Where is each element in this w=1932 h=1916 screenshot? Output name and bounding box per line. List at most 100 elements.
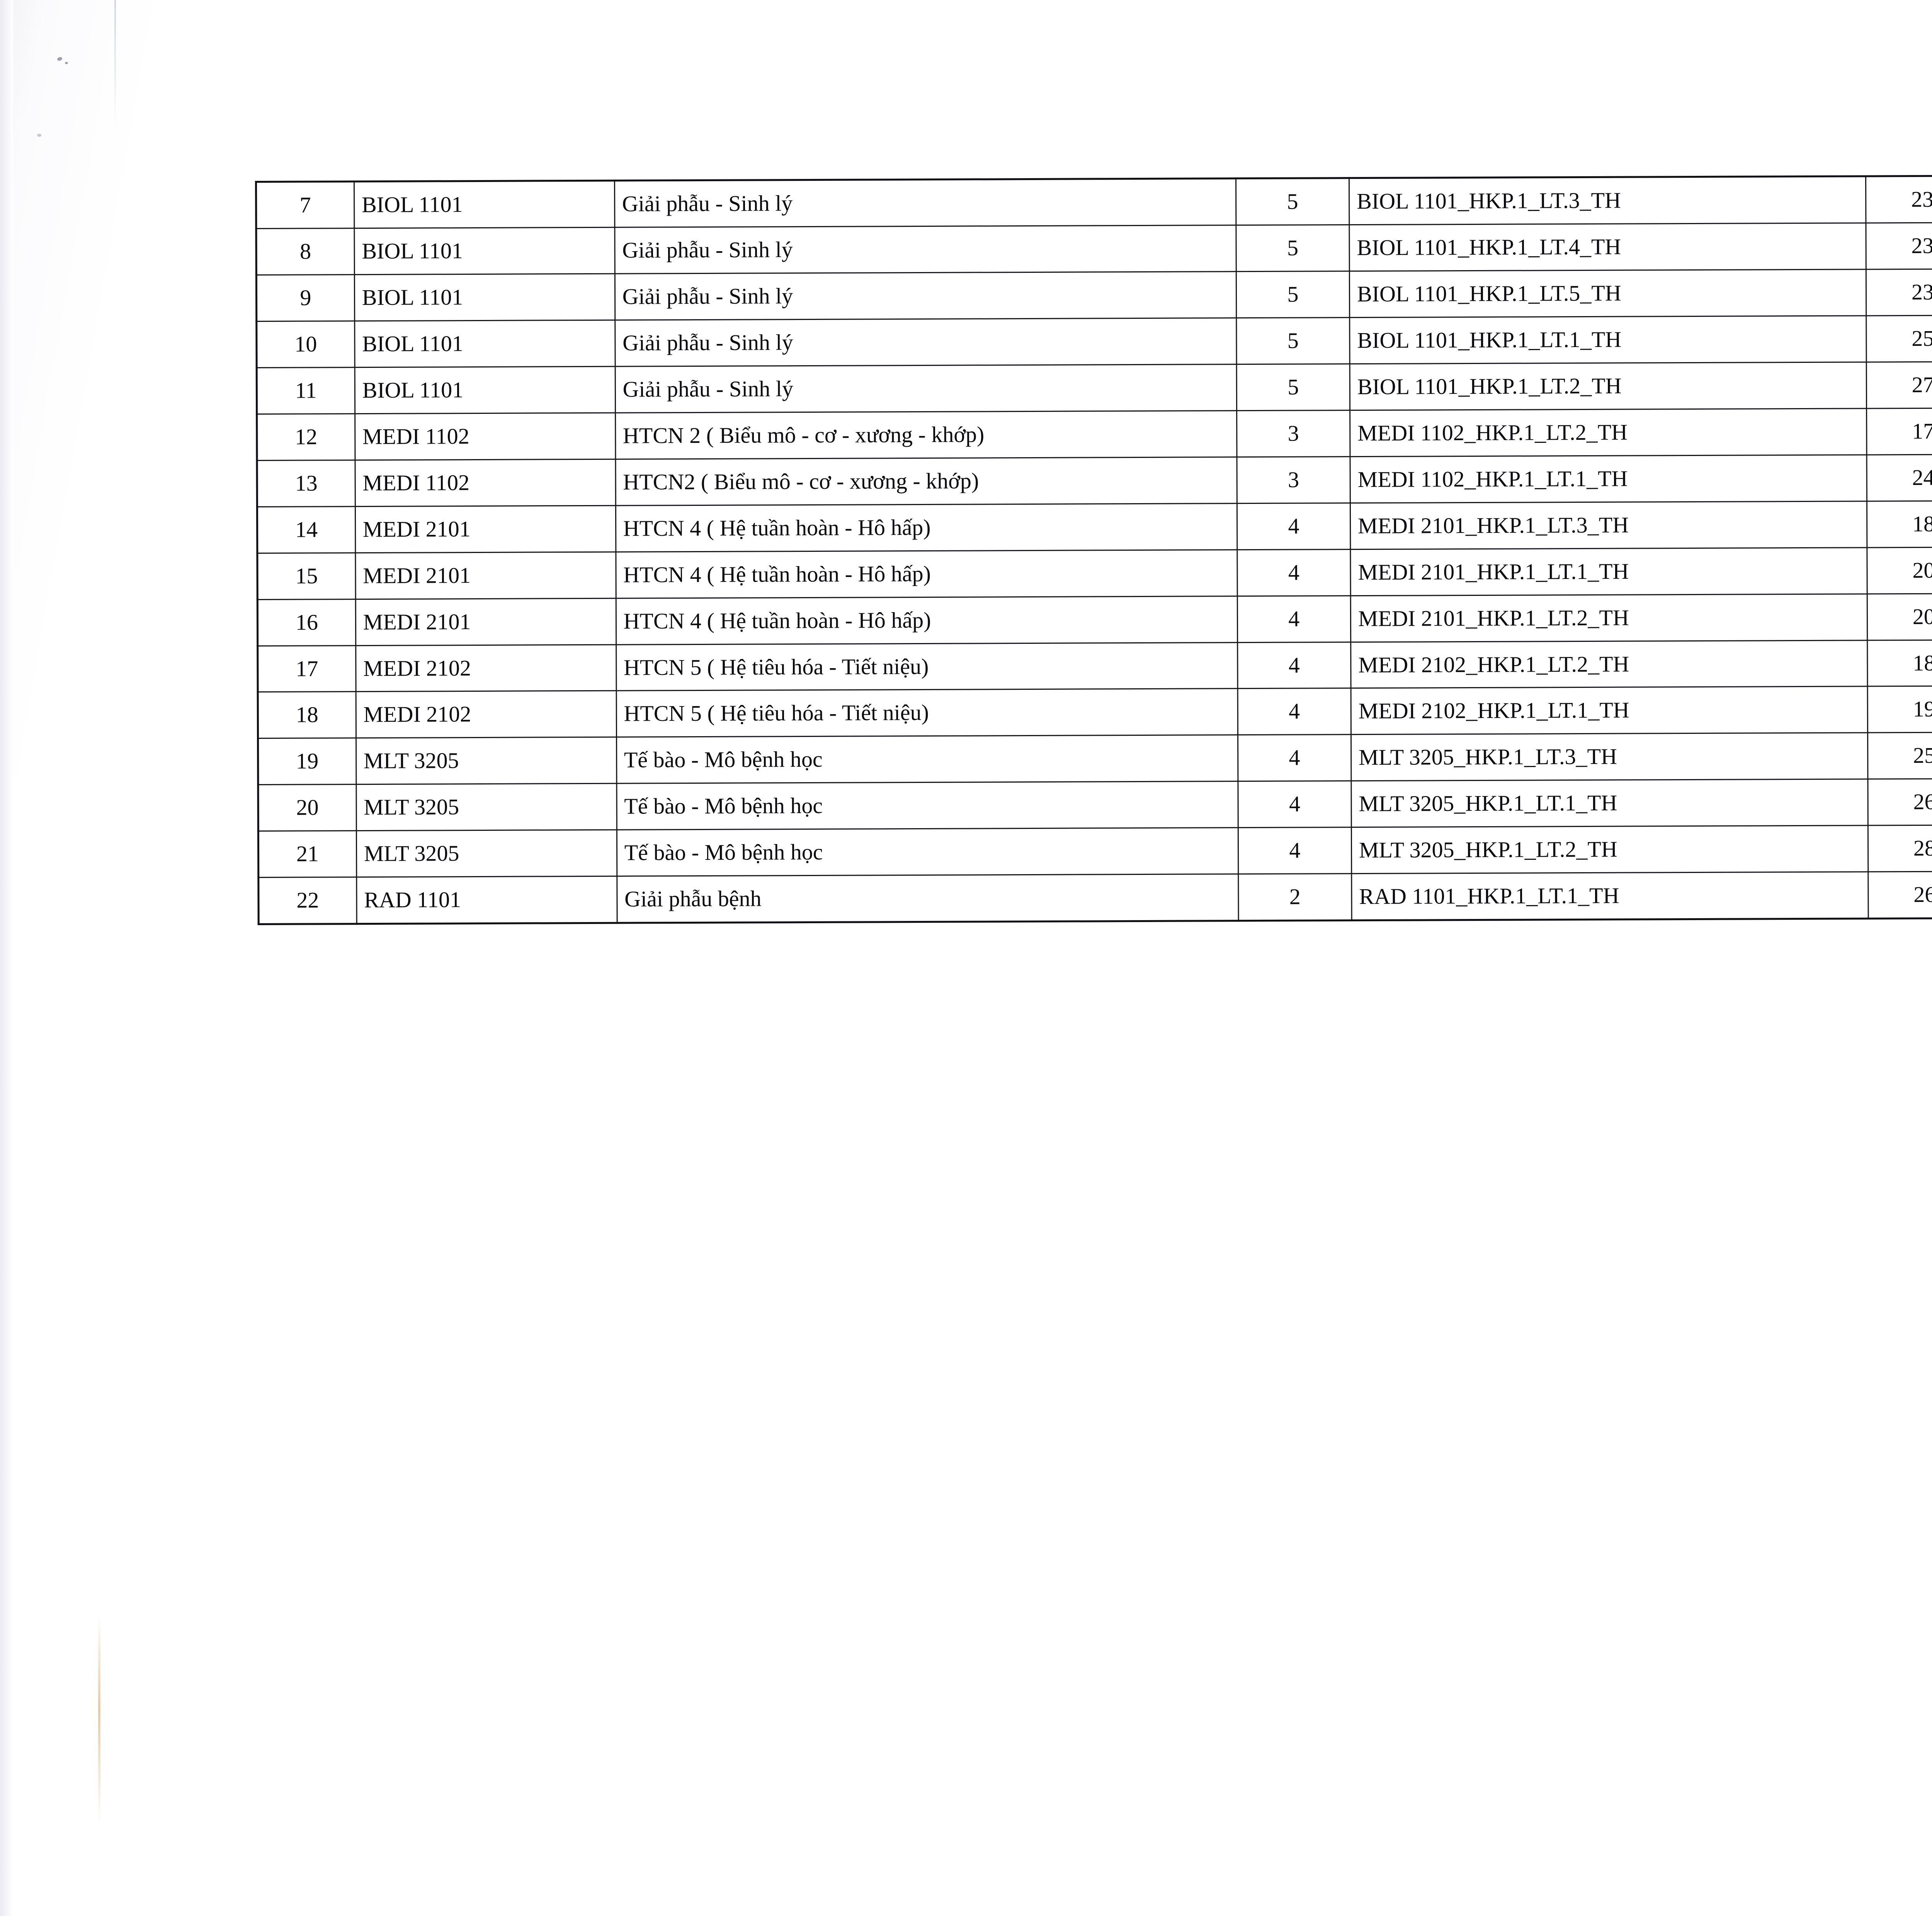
credits-cell: 4	[1238, 735, 1351, 782]
credits-cell: 4	[1237, 596, 1351, 643]
student-count-cell: 23	[1866, 269, 1932, 316]
course-code-cell: MLT 3205	[356, 783, 617, 831]
credits-cell: 4	[1237, 642, 1351, 689]
course-name-cell: Tế bào - Mô bệnh học	[617, 827, 1238, 876]
course-code-cell: MEDI 2102	[355, 691, 617, 738]
credits-cell: 2	[1238, 873, 1352, 921]
section-code-cell: BIOL 1101_HKP.1_LT.5_TH	[1349, 269, 1866, 318]
table-row: 20 MLT 3205 Tế bào - Mô bệnh học 4 MLT 3205_…	[258, 776, 1932, 831]
course-code-cell: MEDI 2101	[355, 598, 616, 646]
course-name-cell: HTCN2 ( Biểu mô - cơ - xương - khớp)	[615, 457, 1237, 505]
schedule-table-body: 7 BIOL 1101 Giải phẫu - Sinh lý 5 BIOL 1101_…	[256, 174, 1932, 924]
scan-warm-streak	[98, 1615, 100, 1824]
course-code-cell: MLT 3205	[356, 830, 617, 877]
section-code-cell: BIOL 1101_HKP.1_LT.2_TH	[1350, 362, 1867, 410]
table-row: 8 BIOL 1101 Giải phẫu - Sinh lý 5 BIOL 1101_…	[256, 220, 1932, 275]
student-count-cell: 20	[1867, 547, 1932, 594]
row-index-cell: 12	[257, 413, 355, 461]
section-code-cell: MLT 3205_HKP.1_LT.2_TH	[1351, 825, 1868, 874]
table-row: 11 BIOL 1101 Giải phẫu - Sinh lý 5 BIOL 1101…	[257, 359, 1932, 414]
course-name-cell: Giải phẫu - Sinh lý	[615, 271, 1236, 320]
course-code-cell: MLT 3205	[356, 737, 617, 784]
section-code-cell: RAD 1101_HKP.1_LT.1_TH	[1351, 872, 1868, 921]
section-code-cell: MEDI 2101_HKP.1_LT.2_TH	[1350, 594, 1867, 642]
row-index-cell: 8	[256, 228, 355, 275]
credits-cell: 4	[1238, 827, 1352, 874]
row-index-cell: 9	[256, 274, 355, 322]
course-code-cell: BIOL 1101	[354, 227, 615, 275]
scan-fold-line	[114, 0, 116, 128]
table-row: 22 RAD 1101 Giải phẫu bệnh 2 RAD 1101_HKP.1_…	[258, 869, 1932, 924]
course-code-cell: BIOL 1101	[354, 366, 616, 414]
credits-cell: 5	[1236, 225, 1350, 272]
student-count-cell: 23	[1866, 175, 1932, 223]
course-code-cell: BIOL 1101	[354, 274, 615, 321]
course-name-cell: Giải phẫu - Sinh lý	[614, 178, 1236, 228]
row-index-cell: 11	[257, 367, 355, 414]
table-row: 14 MEDI 2101 HTCN 4 ( Hệ tuần hoàn - Hô hấ…	[257, 499, 1932, 553]
student-count-cell: 26	[1867, 779, 1932, 826]
student-count-cell: 25	[1866, 315, 1932, 362]
course-name-cell: Giải phẫu - Sinh lý	[615, 364, 1237, 413]
scan-speck	[37, 134, 41, 137]
row-index-cell: 14	[257, 506, 355, 553]
course-code-cell: MEDI 2101	[355, 505, 616, 553]
row-index-cell: 21	[258, 830, 357, 878]
section-code-cell: MLT 3205_HKP.1_LT.3_TH	[1351, 733, 1868, 781]
table-row: 9 BIOL 1101 Giải phẫu - Sinh lý 5 BIOL 1101_…	[256, 267, 1932, 322]
course-code-cell: BIOL 1101	[354, 320, 615, 368]
section-code-cell: MEDI 2101_HKP.1_LT.1_TH	[1350, 547, 1867, 596]
credits-cell: 3	[1236, 410, 1350, 457]
scan-left-edge-shadow	[0, 0, 13, 1916]
table-row: 13 MEDI 1102 HTCN2 ( Biểu mô - cơ - xương …	[257, 452, 1932, 507]
course-name-cell: HTCN 4 ( Hệ tuần hoàn - Hô hấp)	[616, 503, 1237, 552]
table-row: 7 BIOL 1101 Giải phẫu - Sinh lý 5 BIOL 1101_…	[256, 174, 1932, 229]
schedule-table-container: 7 BIOL 1101 Giải phẫu - Sinh lý 5 BIOL 1101_…	[255, 172, 1932, 926]
course-name-cell: Giải phẫu - Sinh lý	[614, 225, 1236, 274]
course-code-cell: MEDI 2101	[355, 551, 616, 599]
section-code-cell: MEDI 2101_HKP.1_LT.3_TH	[1350, 501, 1867, 550]
section-code-cell: MEDI 2102_HKP.1_LT.1_TH	[1351, 686, 1868, 735]
student-count-cell: 26	[1868, 871, 1932, 919]
course-code-cell: MEDI 2102	[355, 644, 616, 692]
course-name-cell: Tế bào - Mô bệnh học	[616, 781, 1238, 830]
row-index-cell: 15	[257, 553, 356, 600]
student-count-cell: 18	[1867, 500, 1932, 548]
course-name-cell: Giải phẫu bệnh	[617, 874, 1238, 923]
course-name-cell: HTCN 4 ( Hệ tuần hoàn - Hô hấp)	[616, 550, 1238, 598]
course-code-cell: MEDI 1102	[355, 413, 616, 460]
table-row: 19 MLT 3205 Tế bào - Mô bệnh học 4 MLT 3205_…	[258, 730, 1932, 785]
course-code-cell: BIOL 1101	[354, 180, 615, 228]
credits-cell: 3	[1236, 456, 1350, 504]
scan-speck	[65, 62, 68, 64]
row-index-cell: 13	[257, 460, 355, 507]
credits-cell: 4	[1237, 688, 1351, 735]
table-row: 16 MEDI 2101 HTCN 4 ( Hệ tuần hoàn - Hô hấ…	[257, 591, 1932, 646]
student-count-cell: 25	[1867, 732, 1932, 779]
course-name-cell: HTCN 5 ( Hệ tiêu hóa - Tiết niệu)	[616, 689, 1238, 737]
table-row: 10 BIOL 1101 Giải phẫu - Sinh lý 5 BIOL 1101…	[256, 313, 1932, 368]
table-row: 12 MEDI 1102 HTCN 2 ( Biểu mô - cơ - xương…	[257, 406, 1932, 461]
row-index-cell: 17	[257, 645, 356, 692]
student-count-cell: 20	[1867, 593, 1932, 640]
row-index-cell: 16	[257, 599, 356, 646]
course-code-cell: MEDI 1102	[355, 459, 616, 507]
scan-speck	[56, 56, 63, 61]
row-index-cell: 19	[258, 738, 356, 785]
student-count-cell: 28	[1868, 825, 1932, 872]
row-index-cell: 22	[258, 877, 357, 924]
course-name-cell: HTCN 4 ( Hệ tuần hoàn - Hô hấp)	[616, 596, 1238, 645]
student-count-cell: 24	[1866, 454, 1932, 501]
student-count-cell: 18	[1867, 640, 1932, 687]
table-row: 21 MLT 3205 Tế bào - Mô bệnh học 4 MLT 3205_…	[258, 823, 1932, 878]
credits-cell: 4	[1237, 503, 1350, 550]
credits-cell: 5	[1236, 178, 1349, 225]
row-index-cell: 20	[258, 784, 357, 831]
course-name-cell: HTCN 5 ( Hệ tiêu hóa - Tiết niệu)	[616, 642, 1238, 691]
section-code-cell: BIOL 1101_HKP.1_LT.3_TH	[1349, 176, 1866, 225]
credits-cell: 5	[1236, 271, 1350, 318]
row-index-cell: 10	[256, 321, 355, 368]
student-count-cell: 27	[1866, 361, 1932, 408]
credits-cell: 4	[1238, 781, 1352, 828]
